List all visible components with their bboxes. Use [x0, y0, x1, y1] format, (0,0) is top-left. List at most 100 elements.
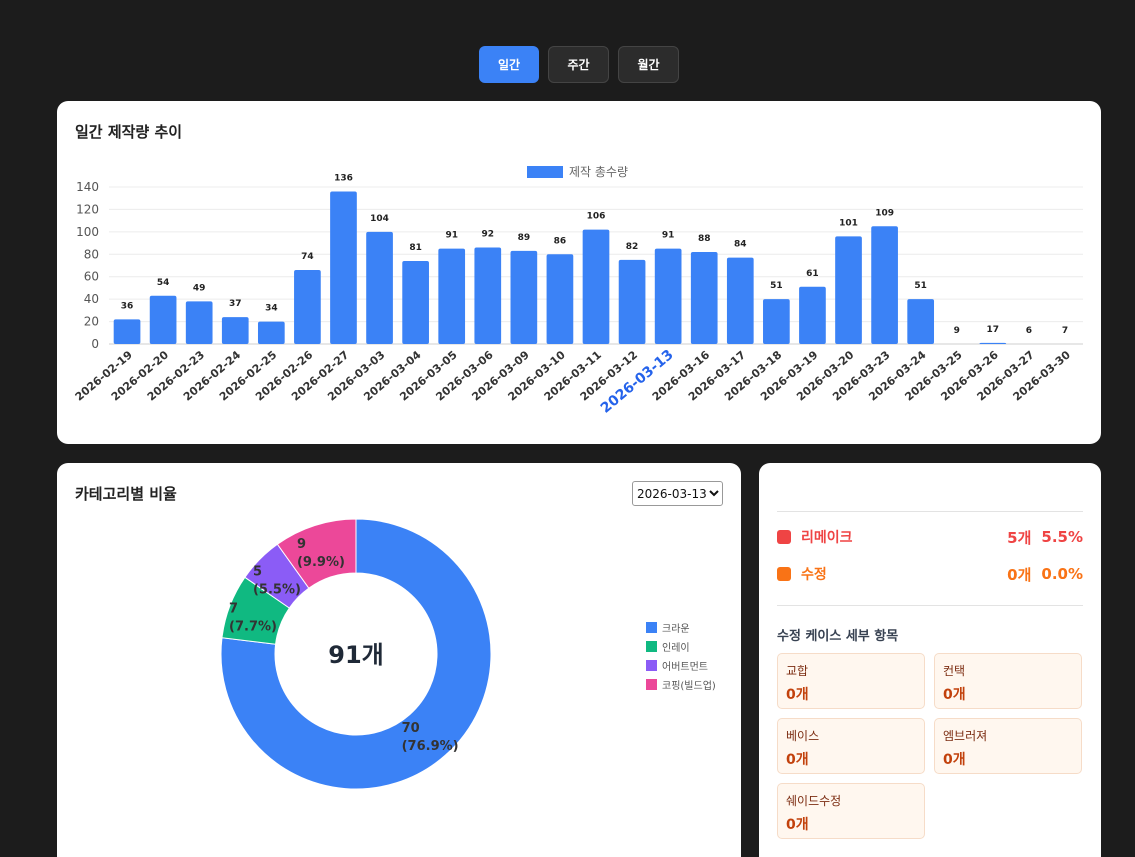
- donut-slice: [220, 518, 492, 790]
- data-label: 91: [662, 231, 675, 241]
- legend-item[interactable]: 크라운: [646, 618, 716, 637]
- data-label: 91: [445, 231, 458, 241]
- slice-label: 70 (76.9%): [402, 721, 459, 754]
- data-label: 74: [301, 252, 314, 262]
- tab-daily[interactable]: 일간: [479, 46, 539, 83]
- slice-label: 9 (9.9%): [297, 537, 345, 570]
- slice-percent: (5.5%): [253, 582, 301, 597]
- date-select[interactable]: 2026-03-13: [632, 481, 723, 506]
- data-label: 36: [121, 301, 134, 311]
- detail-label: 베이스: [786, 729, 820, 743]
- detail-label: 교합: [786, 664, 809, 678]
- slice-value: 70: [402, 721, 420, 736]
- tab-weekly[interactable]: 주간: [548, 46, 609, 83]
- bar: [546, 254, 574, 344]
- bar: [835, 236, 862, 344]
- legend-swatch: [527, 166, 563, 178]
- bar: [402, 261, 429, 344]
- bar: [799, 286, 826, 344]
- category-ratio-card: 카테고리별 비율 2026-03-13 70 (76.9%) 7 (7.7%) 5 (5.…: [57, 463, 741, 857]
- bar: [763, 299, 790, 344]
- legend-label: 크라운: [662, 624, 690, 635]
- y-tick-label: 100: [76, 225, 99, 239]
- donut-total: 91개: [328, 641, 383, 669]
- chart-legend: 제작 총수량: [527, 165, 628, 179]
- data-label: 37: [229, 299, 242, 309]
- bar: [618, 259, 646, 344]
- slice-value: 5: [253, 564, 262, 579]
- fix-count: 0개: [1007, 565, 1032, 584]
- legend-swatch: [646, 679, 657, 690]
- data-label: 136: [334, 173, 353, 183]
- detail-label: 컨택: [943, 664, 966, 678]
- bar: [366, 231, 393, 344]
- bar: [907, 299, 935, 344]
- slice-percent: (9.9%): [297, 555, 345, 570]
- category-donut-chart: 70 (76.9%) 7 (7.7%) 5 (5.5%) 9 (9.9%) 91개: [220, 518, 492, 790]
- tab-monthly[interactable]: 월간: [618, 46, 679, 83]
- fix-color-swatch: [777, 567, 791, 581]
- legend-item[interactable]: 인레이: [646, 637, 716, 656]
- detail-base: 베이스 0개: [777, 718, 925, 774]
- stats-card: 리메이크 5개 5.5% 수정 0개 0.0% 수정 케이스 세부 항목 교합 …: [759, 463, 1101, 857]
- detail-label: 쉐이드수정: [786, 794, 842, 808]
- data-label: 81: [409, 243, 422, 253]
- bar: [979, 342, 1007, 344]
- legend-item[interactable]: 코핑(빌드업): [646, 675, 716, 694]
- legend-item[interactable]: 어버트먼트: [646, 656, 716, 675]
- fix-detail-title: 수정 케이스 세부 항목: [777, 629, 899, 644]
- bar: [726, 257, 754, 344]
- y-tick-label: 40: [84, 292, 99, 306]
- data-label: 49: [193, 283, 206, 293]
- detail-value: 0개: [943, 687, 966, 703]
- bar: [257, 321, 285, 344]
- detail-label: 엠브러져: [943, 729, 988, 743]
- detail-value: 0개: [786, 687, 809, 703]
- stat-row-fix: 수정 0개 0.0%: [777, 562, 1083, 586]
- detail-contact: 컨택 0개: [934, 653, 1082, 709]
- y-tick-label: 80: [84, 247, 99, 261]
- detail-occlusion: 교합 0개: [777, 653, 925, 709]
- legend-label: 코핑(빌드업): [662, 681, 716, 692]
- y-tick-label: 120: [76, 202, 99, 216]
- slice-percent: (76.9%): [402, 739, 459, 754]
- data-label: 82: [626, 242, 639, 252]
- data-label: 61: [806, 269, 819, 279]
- detail-value: 0개: [786, 752, 809, 768]
- slice-value: 9: [297, 537, 306, 552]
- detail-embrasure: 엠브러져 0개: [934, 718, 1082, 774]
- bar: [871, 226, 898, 344]
- slice-label: 7 (7.7%): [229, 602, 277, 635]
- slice-label: 5 (5.5%): [253, 564, 301, 597]
- legend-swatch: [646, 660, 657, 671]
- divider: [777, 605, 1083, 606]
- detail-shade: 쉐이드수정 0개: [777, 783, 925, 839]
- y-tick-label: 60: [84, 270, 99, 284]
- remake-color-swatch: [777, 530, 791, 544]
- bar: [582, 229, 610, 344]
- bar: [690, 252, 718, 344]
- slice-value: 7: [229, 602, 238, 617]
- data-label: 109: [875, 208, 894, 218]
- bar: [474, 247, 502, 344]
- fix-percent: 0.0%: [1041, 565, 1083, 583]
- bar: [330, 191, 357, 344]
- legend-label: 인레이: [662, 643, 690, 654]
- data-label: 9: [954, 326, 960, 336]
- data-label: 104: [370, 214, 389, 224]
- data-label: 7: [1062, 326, 1068, 336]
- data-label: 51: [770, 281, 783, 291]
- daily-chart-title: 일간 제작량 추이: [75, 123, 183, 141]
- data-label: 17: [987, 325, 1000, 335]
- slice-percent: (7.7%): [229, 620, 277, 635]
- detail-value: 0개: [786, 817, 809, 833]
- y-tick-label: 20: [84, 315, 99, 329]
- legend-swatch: [646, 622, 657, 633]
- bar: [510, 250, 538, 344]
- bar: [221, 317, 249, 344]
- data-label: 89: [518, 233, 531, 243]
- daily-bar-chart: 제작 총수량020406080100120140362026-02-195420…: [73, 165, 1083, 417]
- bar: [438, 248, 466, 344]
- bar: [294, 269, 321, 344]
